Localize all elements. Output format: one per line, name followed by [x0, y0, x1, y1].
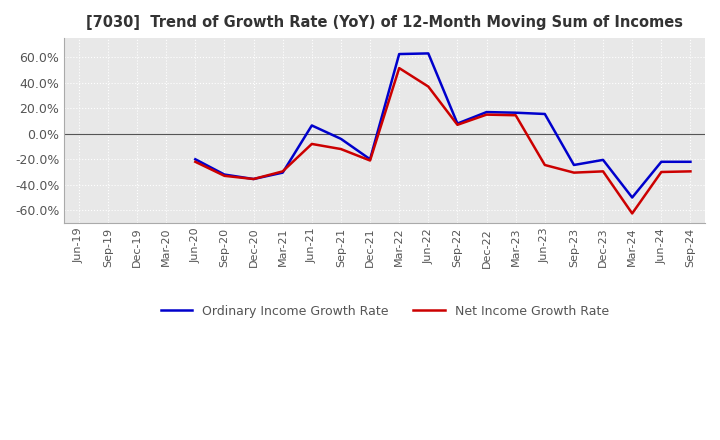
Net Income Growth Rate — [686, 169, 695, 174]
Net Income Growth Rate — [599, 169, 608, 174]
Ordinary Income Growth Rate — [279, 170, 287, 175]
Net Income Growth Rate — [453, 122, 462, 128]
Net Income Growth Rate — [511, 113, 520, 118]
Line: Net Income Growth Rate: Net Income Growth Rate — [195, 68, 690, 213]
Net Income Growth Rate — [395, 66, 403, 71]
Title: [7030]  Trend of Growth Rate (YoY) of 12-Month Moving Sum of Incomes: [7030] Trend of Growth Rate (YoY) of 12-… — [86, 15, 683, 30]
Net Income Growth Rate — [482, 112, 491, 117]
Ordinary Income Growth Rate — [249, 176, 258, 182]
Ordinary Income Growth Rate — [482, 110, 491, 115]
Ordinary Income Growth Rate — [366, 157, 374, 162]
Line: Ordinary Income Growth Rate: Ordinary Income Growth Rate — [195, 53, 690, 198]
Ordinary Income Growth Rate — [191, 157, 199, 162]
Ordinary Income Growth Rate — [657, 159, 665, 165]
Ordinary Income Growth Rate — [599, 157, 608, 162]
Ordinary Income Growth Rate — [628, 195, 636, 200]
Net Income Growth Rate — [628, 211, 636, 216]
Ordinary Income Growth Rate — [307, 123, 316, 128]
Net Income Growth Rate — [191, 159, 199, 165]
Net Income Growth Rate — [279, 169, 287, 174]
Ordinary Income Growth Rate — [686, 159, 695, 165]
Net Income Growth Rate — [570, 170, 578, 175]
Net Income Growth Rate — [337, 147, 346, 152]
Ordinary Income Growth Rate — [395, 51, 403, 57]
Net Income Growth Rate — [657, 169, 665, 175]
Net Income Growth Rate — [366, 158, 374, 163]
Net Income Growth Rate — [541, 162, 549, 168]
Legend: Ordinary Income Growth Rate, Net Income Growth Rate: Ordinary Income Growth Rate, Net Income … — [156, 300, 613, 323]
Ordinary Income Growth Rate — [424, 51, 433, 56]
Net Income Growth Rate — [424, 84, 433, 89]
Net Income Growth Rate — [307, 141, 316, 147]
Ordinary Income Growth Rate — [453, 121, 462, 126]
Net Income Growth Rate — [220, 173, 229, 179]
Ordinary Income Growth Rate — [511, 110, 520, 115]
Ordinary Income Growth Rate — [220, 172, 229, 177]
Net Income Growth Rate — [249, 176, 258, 182]
Ordinary Income Growth Rate — [541, 111, 549, 117]
Ordinary Income Growth Rate — [337, 136, 346, 142]
Ordinary Income Growth Rate — [570, 162, 578, 168]
